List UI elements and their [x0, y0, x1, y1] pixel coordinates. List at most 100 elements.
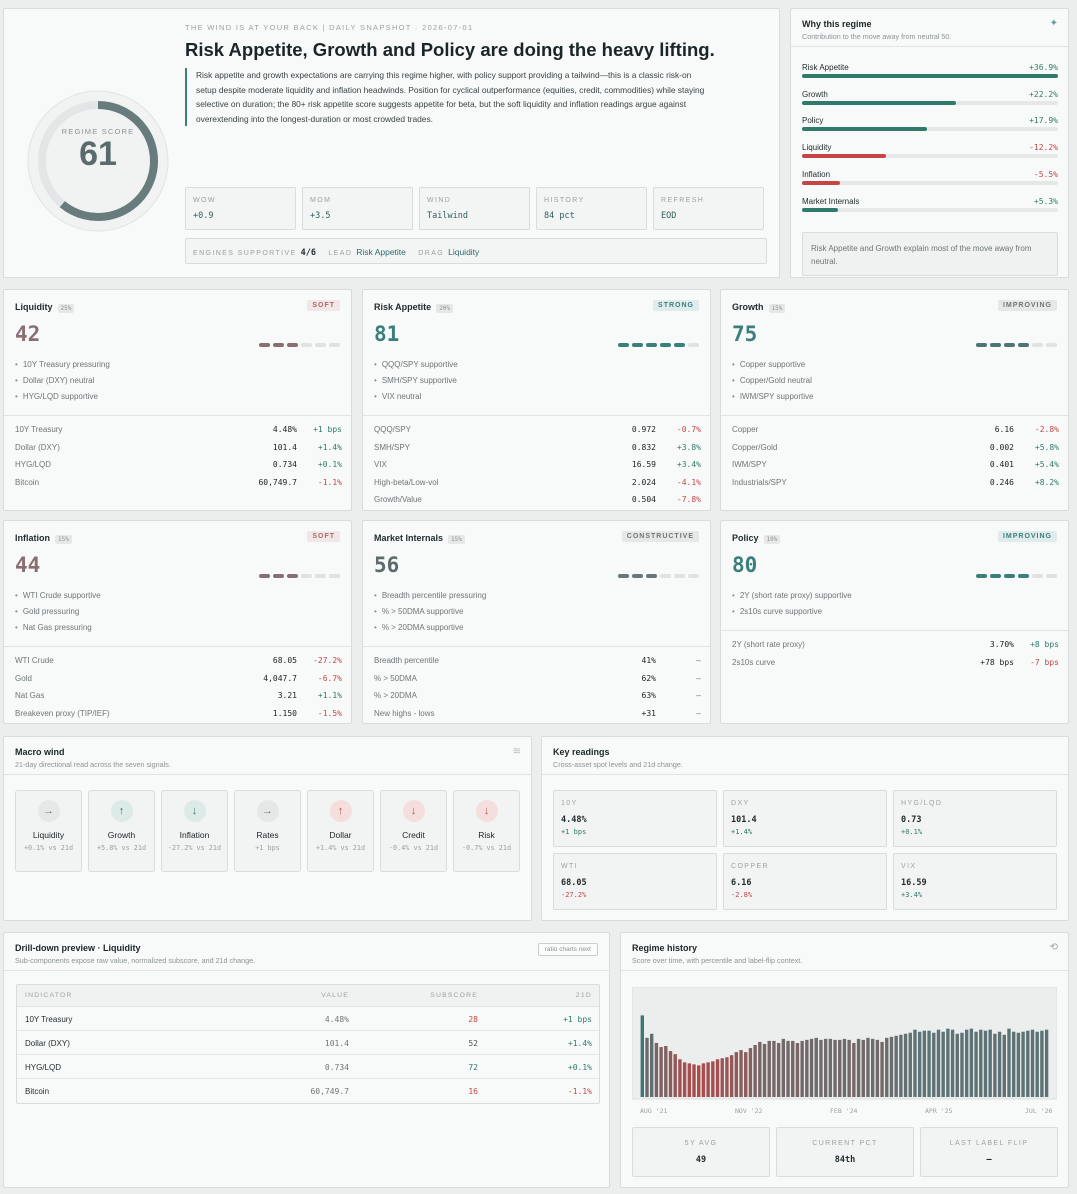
ratio-charts-button[interactable]: ratio charts next [537, 943, 598, 956]
history-bar[interactable] [1011, 1031, 1016, 1097]
history-bar[interactable] [819, 1039, 823, 1097]
drill-table-row[interactable]: Dollar (DXY) 101.4 52 +1.4% [17, 1031, 599, 1055]
drill-table-row[interactable]: Bitcoin 60,749.7 16 -1.1% [17, 1079, 599, 1103]
history-bar[interactable] [767, 1040, 771, 1097]
history-bar[interactable] [894, 1035, 898, 1097]
history-bar[interactable] [640, 1015, 645, 1097]
history-bar[interactable] [927, 1030, 931, 1097]
history-bar[interactable] [650, 1033, 654, 1097]
history-bar[interactable] [1044, 1029, 1049, 1097]
history-bar[interactable] [889, 1036, 894, 1097]
history-bar[interactable] [1026, 1030, 1030, 1097]
history-bar[interactable] [697, 1065, 701, 1097]
history-bar[interactable] [687, 1063, 692, 1097]
history-bar[interactable] [739, 1050, 743, 1097]
history-bar[interactable] [941, 1031, 945, 1097]
history-bar[interactable] [659, 1047, 663, 1097]
history-bar[interactable] [715, 1059, 720, 1097]
history-bar[interactable] [908, 1032, 912, 1097]
history-bar[interactable] [988, 1029, 992, 1097]
history-bar[interactable] [1007, 1028, 1011, 1097]
history-bar[interactable] [1040, 1030, 1044, 1097]
history-bar[interactable] [673, 1054, 677, 1097]
history-bar[interactable] [842, 1038, 847, 1097]
history-bar[interactable] [993, 1033, 997, 1097]
history-bar[interactable] [838, 1039, 842, 1097]
history-bar[interactable] [734, 1052, 739, 1097]
history-bar[interactable] [903, 1033, 908, 1097]
history-bar[interactable] [720, 1058, 724, 1097]
wind-icon[interactable]: ≋ [512, 746, 521, 757]
history-bar[interactable] [772, 1040, 776, 1097]
history-bar[interactable] [645, 1037, 649, 1097]
history-bar[interactable] [1030, 1029, 1035, 1097]
history-bar[interactable] [758, 1041, 762, 1097]
wind-tile-liquidity[interactable]: → Liquidity +0.1% vs 21d [15, 790, 82, 872]
history-bar[interactable] [805, 1039, 809, 1097]
history-bar[interactable] [946, 1028, 950, 1097]
history-bar[interactable] [885, 1037, 889, 1097]
history-bar[interactable] [922, 1030, 927, 1097]
history-bar[interactable] [823, 1038, 828, 1097]
history-bar[interactable] [875, 1039, 880, 1097]
history-bar[interactable] [932, 1032, 936, 1097]
history-bar[interactable] [786, 1040, 790, 1097]
wind-tile-rates[interactable]: → Rates +1 bps [234, 790, 301, 872]
history-bar[interactable] [1035, 1031, 1039, 1097]
history-bar[interactable] [847, 1039, 851, 1097]
history-bar[interactable] [913, 1029, 917, 1097]
history-bar[interactable] [762, 1043, 767, 1097]
history-bar[interactable] [668, 1051, 673, 1097]
history-bar[interactable] [729, 1055, 734, 1097]
history-bar[interactable] [899, 1034, 903, 1097]
history-bar[interactable] [800, 1040, 804, 1097]
drill-table-row[interactable]: 10Y Treasury 4.48% 28 +1 bps [17, 1007, 599, 1031]
history-bar[interactable] [781, 1038, 786, 1097]
history-bar[interactable] [866, 1037, 870, 1097]
history-bar[interactable] [654, 1042, 659, 1097]
history-bar[interactable] [725, 1057, 729, 1097]
wind-tile-inflation[interactable]: ↓ Inflation -27.2% vs 21d [161, 790, 228, 872]
history-bar[interactable] [664, 1046, 668, 1097]
history-bar[interactable] [880, 1041, 884, 1097]
history-bar[interactable] [828, 1038, 833, 1097]
history-bar[interactable] [964, 1029, 969, 1097]
history-bar[interactable] [1002, 1034, 1006, 1097]
history-bar[interactable] [1016, 1032, 1021, 1097]
history-bar[interactable] [950, 1029, 955, 1097]
history-bar[interactable] [776, 1042, 781, 1097]
history-bar[interactable] [974, 1031, 978, 1097]
history-bar[interactable] [852, 1042, 856, 1097]
history-bar[interactable] [809, 1038, 814, 1097]
history-bar[interactable] [706, 1062, 710, 1097]
history-bar[interactable] [701, 1063, 706, 1097]
history-bar[interactable] [1021, 1031, 1025, 1097]
history-bar[interactable] [692, 1064, 696, 1097]
history-bar[interactable] [936, 1029, 941, 1097]
history-bar[interactable] [856, 1038, 861, 1097]
history-icon[interactable]: ⟲ [1049, 942, 1058, 953]
history-bar[interactable] [997, 1031, 1002, 1097]
drill-table-row[interactable]: HYG/LQD 0.734 72 +0.1% [17, 1055, 599, 1079]
history-bar[interactable] [795, 1042, 800, 1097]
wind-tile-risk[interactable]: ↓ Risk -0.7% vs 21d [453, 790, 520, 872]
wind-tile-dollar[interactable]: ↑ Dollar +1.4% vs 21d [307, 790, 374, 872]
sparkle-icon[interactable]: ✦ [1049, 18, 1058, 29]
history-bar[interactable] [791, 1040, 795, 1097]
wind-tile-growth[interactable]: ↑ Growth +5.8% vs 21d [88, 790, 155, 872]
history-bar[interactable] [969, 1028, 974, 1097]
history-bar[interactable] [748, 1048, 753, 1097]
history-bar[interactable] [955, 1033, 959, 1097]
history-bar[interactable] [814, 1037, 818, 1097]
history-bar[interactable] [983, 1030, 988, 1097]
history-bar[interactable] [833, 1039, 837, 1097]
wind-tile-credit[interactable]: ↓ Credit -0.4% vs 21d [380, 790, 447, 872]
history-bar[interactable] [753, 1044, 757, 1097]
history-bar[interactable] [678, 1059, 682, 1097]
history-bar[interactable] [682, 1062, 687, 1097]
history-bar[interactable] [744, 1052, 748, 1097]
history-bar[interactable] [870, 1038, 875, 1097]
history-bar[interactable] [979, 1029, 983, 1097]
history-bar[interactable] [917, 1031, 922, 1097]
history-bar[interactable] [861, 1039, 865, 1097]
